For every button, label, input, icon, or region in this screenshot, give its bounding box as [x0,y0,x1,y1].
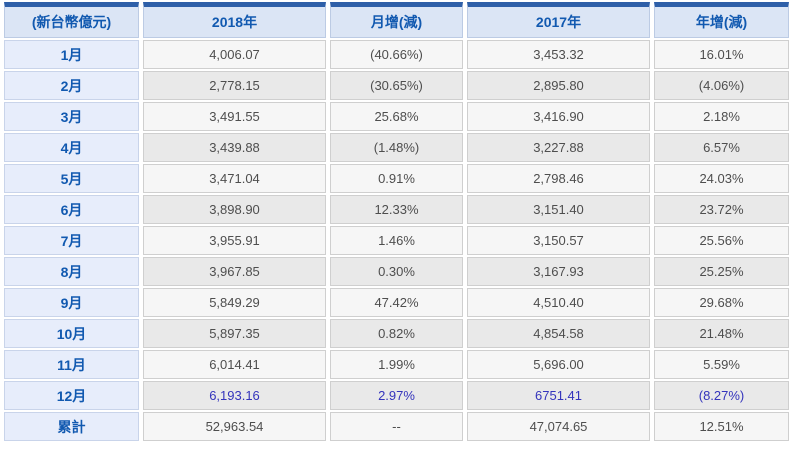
month-label-cell: 4月 [4,133,139,162]
month-label-cell: 1月 [4,40,139,69]
month-label-cell: 11月 [4,350,139,379]
month-label-cell: 8月 [4,257,139,286]
value-cell: 2.97% [330,381,463,410]
month-label-cell: 12月 [4,381,139,410]
value-cell: (40.66%) [330,40,463,69]
value-cell: 29.68% [654,288,789,317]
value-cell: 2.18% [654,102,789,131]
value-cell: 2,895.80 [467,71,650,100]
value-cell: -- [330,412,463,441]
value-cell: 3,439.88 [143,133,326,162]
value-cell: 25.25% [654,257,789,286]
month-label-cell: 3月 [4,102,139,131]
value-cell: 24.03% [654,164,789,193]
value-cell: 0.82% [330,319,463,348]
value-cell: 6,014.41 [143,350,326,379]
column-header-mom: 月增(減) [330,2,463,38]
month-label-cell: 累計 [4,412,139,441]
value-cell: 21.48% [654,319,789,348]
value-cell: 6.57% [654,133,789,162]
value-cell: 3,167.93 [467,257,650,286]
table-row: 1月 4,006.07 (40.66%) 3,453.32 16.01% [4,40,789,69]
value-cell: 6,193.16 [143,381,326,410]
value-cell: 23.72% [654,195,789,224]
month-label-cell: 5月 [4,164,139,193]
value-cell: (8.27%) [654,381,789,410]
table-row: 10月 5,897.35 0.82% 4,854.58 21.48% [4,319,789,348]
value-cell: 25.68% [330,102,463,131]
table-row: 7月 3,955.91 1.46% 3,150.57 25.56% [4,226,789,255]
value-cell: 16.01% [654,40,789,69]
value-cell: 12.51% [654,412,789,441]
value-cell: 47.42% [330,288,463,317]
value-cell: (1.48%) [330,133,463,162]
value-cell: 3,416.90 [467,102,650,131]
value-cell: 2,778.15 [143,71,326,100]
value-cell: 3,491.55 [143,102,326,131]
value-cell: 3,955.91 [143,226,326,255]
value-cell: (30.65%) [330,71,463,100]
month-label-cell: 10月 [4,319,139,348]
column-header-2018: 2018年 [143,2,326,38]
value-cell: 47,074.65 [467,412,650,441]
value-cell: 4,006.07 [143,40,326,69]
value-cell: 5.59% [654,350,789,379]
value-cell: 0.91% [330,164,463,193]
column-header-2017: 2017年 [467,2,650,38]
value-cell: 5,897.35 [143,319,326,348]
value-cell: 4,510.40 [467,288,650,317]
value-cell: 3,898.90 [143,195,326,224]
value-cell: 12.33% [330,195,463,224]
value-cell: 0.30% [330,257,463,286]
value-cell: 1.99% [330,350,463,379]
table-row: 9月 5,849.29 47.42% 4,510.40 29.68% [4,288,789,317]
month-label-cell: 6月 [4,195,139,224]
month-label-cell: 9月 [4,288,139,317]
monthly-stats-table: (新台幣億元) 2018年 月增(減) 2017年 年增(減) 1月 4,006.… [4,2,789,441]
table-row: 4月 3,439.88 (1.48%) 3,227.88 6.57% [4,133,789,162]
table-row: 11月 6,014.41 1.99% 5,696.00 5.59% [4,350,789,379]
table-row: 5月 3,471.04 0.91% 2,798.46 24.03% [4,164,789,193]
table-row: 3月 3,491.55 25.68% 3,416.90 2.18% [4,102,789,131]
value-cell: 5,849.29 [143,288,326,317]
month-label-cell: 2月 [4,71,139,100]
value-cell: 3,453.32 [467,40,650,69]
table-row: 6月 3,898.90 12.33% 3,151.40 23.72% [4,195,789,224]
value-cell: 1.46% [330,226,463,255]
value-cell: 3,967.85 [143,257,326,286]
table-row: 12月 6,193.16 2.97% 6751.41 (8.27%) [4,381,789,410]
table-row: 2月 2,778.15 (30.65%) 2,895.80 (4.06%) [4,71,789,100]
value-cell: 3,471.04 [143,164,326,193]
column-header-yoy: 年增(減) [654,2,789,38]
value-cell: 3,150.57 [467,226,650,255]
value-cell: 3,151.40 [467,195,650,224]
value-cell: 4,854.58 [467,319,650,348]
table-row: 8月 3,967.85 0.30% 3,167.93 25.25% [4,257,789,286]
unit-header-cell: (新台幣億元) [4,2,139,38]
value-cell: (4.06%) [654,71,789,100]
value-cell: 2,798.46 [467,164,650,193]
value-cell: 5,696.00 [467,350,650,379]
table-body: 1月 4,006.07 (40.66%) 3,453.32 16.01% 2月 2,778.… [4,40,789,441]
month-label-cell: 7月 [4,226,139,255]
value-cell: 52,963.54 [143,412,326,441]
table-row: 累計 52,963.54 -- 47,074.65 12.51% [4,412,789,441]
value-cell: 3,227.88 [467,133,650,162]
header-row: (新台幣億元) 2018年 月增(減) 2017年 年增(減) [4,2,789,38]
value-cell: 6751.41 [467,381,650,410]
value-cell: 25.56% [654,226,789,255]
